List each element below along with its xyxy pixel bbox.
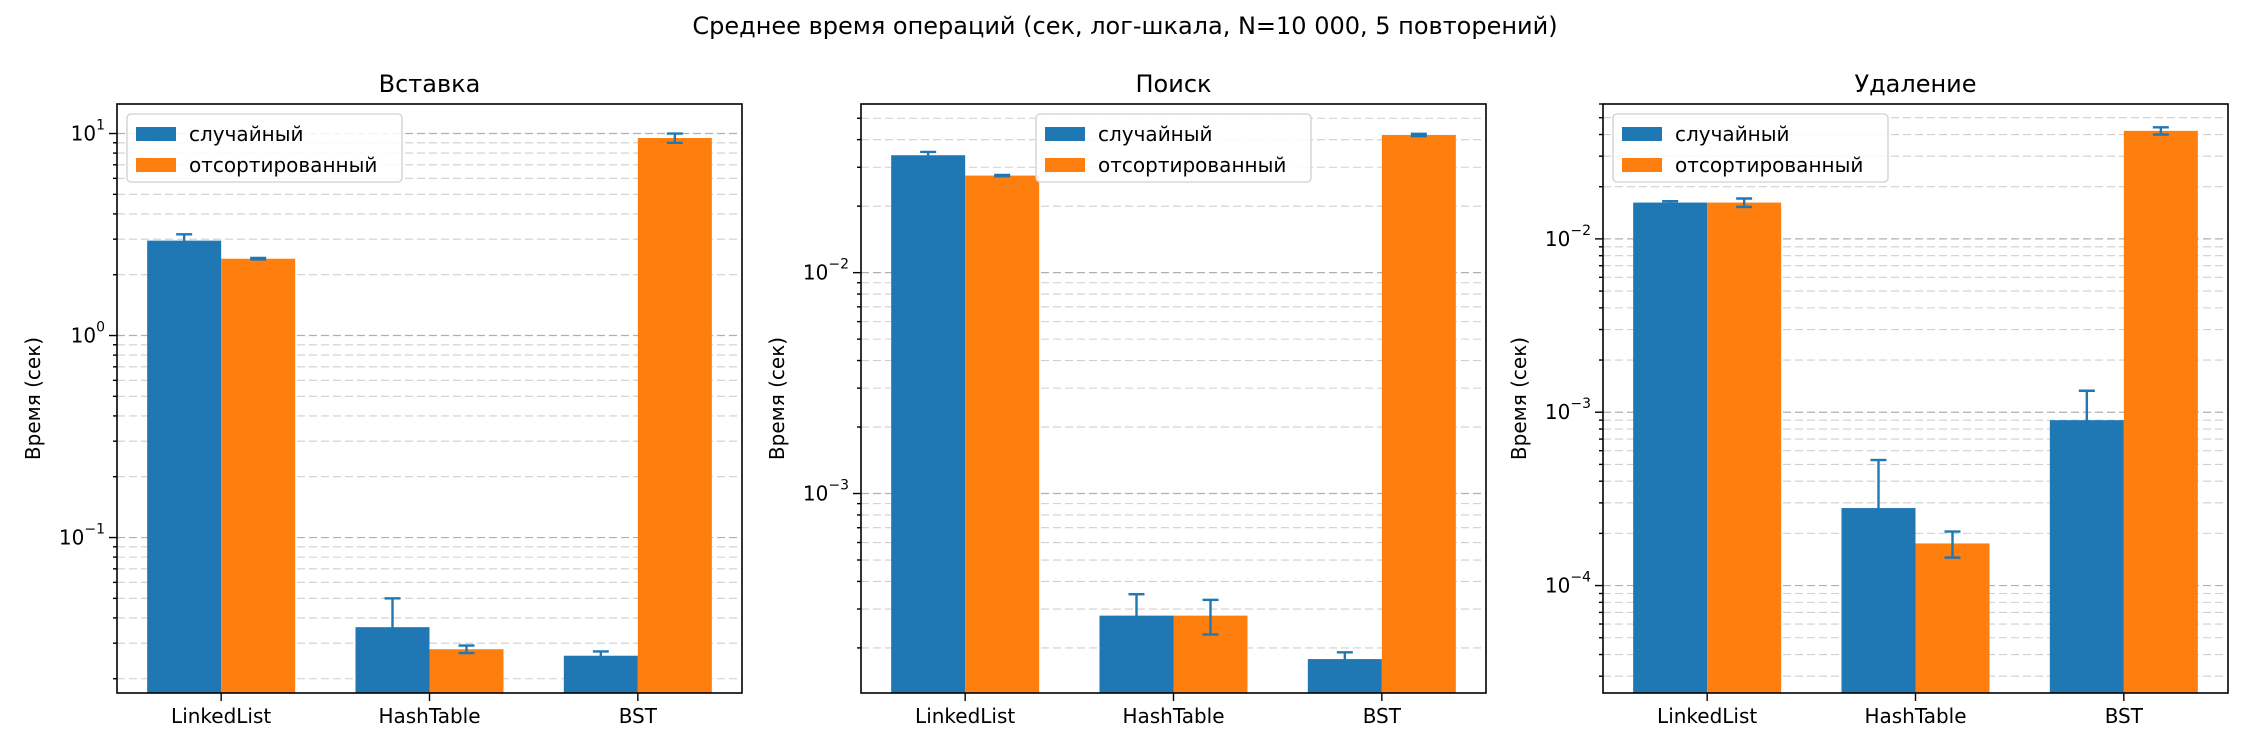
legend-swatch-sorted (1622, 158, 1662, 172)
x-tick-label-bst: BST (1363, 704, 1402, 728)
subplot-search: 10−3 10−2 LinkedList HashTable BST Поиск Время… (765, 70, 1487, 728)
y-tick-label: 10−2 (803, 257, 849, 285)
bar-linkedlist-random (147, 240, 222, 693)
error-bar (994, 173, 1011, 178)
legend-insert: случайный отсортированный (126, 113, 403, 183)
x-tick-label-bst: BST (619, 704, 658, 728)
error-bar (2078, 389, 2095, 471)
y-tick-label: 10−2 (1545, 223, 1591, 251)
y-tick-label: 100 (71, 320, 105, 348)
y-axis-label-search: Время (сек) (765, 337, 789, 460)
subplot-title-insert: Вставка (379, 70, 481, 98)
x-tick-label-linkedlist: LinkedList (1657, 704, 1757, 728)
error-bars-search (920, 132, 1427, 668)
error-bar (920, 150, 937, 160)
bar-hashtable-sorted (1915, 543, 1990, 693)
error-bar (1128, 593, 1145, 645)
error-bar (1662, 199, 1679, 206)
error-bar (250, 256, 267, 261)
bar-bst-sorted (1381, 134, 1456, 693)
y-tick-label: 10−3 (803, 478, 849, 506)
error-bar (2152, 126, 2169, 136)
legend-box (126, 113, 403, 183)
legend-label-random: случайный (189, 122, 304, 146)
error-bar (1202, 598, 1219, 636)
error-bar (592, 650, 609, 662)
y-tick-label: 10−4 (1545, 570, 1591, 598)
y-tick-label: 10−3 (1545, 396, 1591, 424)
x-tick-label-hashtable: HashTable (1122, 704, 1224, 728)
series-random-insert (147, 240, 638, 693)
error-bar (1336, 651, 1353, 668)
bar-linkedlist-sorted (221, 258, 296, 693)
error-bar (176, 233, 193, 249)
error-bar (1944, 530, 1961, 559)
series-sorted-search (965, 134, 1456, 693)
bar-linkedlist-random (1633, 202, 1708, 693)
error-bars-insert (176, 132, 683, 672)
error-bar (1410, 132, 1427, 138)
subplot-insert: 10−1 100 101 LinkedList HashTable BST Вставка В… (21, 70, 743, 728)
x-tick-label-hashtable: HashTable (1864, 704, 1966, 728)
x-tick-label-linkedlist: LinkedList (171, 704, 271, 728)
error-bar (458, 644, 475, 655)
error-bar (1870, 458, 1887, 678)
bar-linkedlist-random (891, 155, 966, 693)
legend-swatch-random (1622, 127, 1662, 141)
legend-search: случайный отсортированный (1035, 113, 1312, 183)
legend-swatch-sorted (1045, 158, 1085, 172)
series-sorted-insert (221, 138, 712, 693)
legend-box (1035, 113, 1312, 183)
x-tick-label-hashtable: HashTable (378, 704, 480, 728)
y-axis-label-insert: Время (сек) (21, 337, 45, 460)
subplot-title-search: Поиск (1135, 70, 1211, 98)
error-bar (1736, 197, 1753, 209)
error-bars-delete (1662, 126, 2169, 678)
legend-swatch-random (136, 127, 176, 141)
error-bar (666, 132, 683, 144)
bar-linkedlist-sorted (1707, 202, 1782, 693)
subplot-delete: 10−4 10−3 10−2 LinkedList HashTable BST Удален… (1507, 70, 2229, 728)
bar-bst-sorted (637, 138, 712, 693)
legend-label-sorted: отсортированный (189, 153, 377, 177)
y-axis-label-delete: Время (сек) (1507, 337, 1531, 460)
x-tick-label-linkedlist: LinkedList (915, 704, 1015, 728)
bar-bst-random (563, 655, 638, 693)
figure-suptitle: Среднее время операций (сек, лог-шкала, … (692, 12, 1557, 40)
legend-label-sorted: отсортированный (1675, 153, 1863, 177)
y-tick-label: 101 (71, 118, 105, 146)
error-bar (384, 597, 401, 672)
y-tick-label: 10−1 (59, 522, 105, 550)
series-sorted-delete (1707, 130, 2198, 693)
bar-hashtable-sorted (429, 649, 504, 693)
bar-linkedlist-sorted (965, 175, 1040, 693)
legend-swatch-sorted (136, 158, 176, 172)
legend-delete: случайный отсортированный (1612, 113, 1889, 183)
legend-box (1612, 113, 1889, 183)
x-tick-label-bst: BST (2105, 704, 2144, 728)
subplot-title-delete: Удаление (1854, 70, 1976, 98)
legend-label-random: случайный (1675, 122, 1790, 146)
legend-label-sorted: отсортированный (1098, 153, 1286, 177)
legend-label-random: случайный (1098, 122, 1213, 146)
bar-bst-sorted (2123, 130, 2198, 693)
legend-swatch-random (1045, 127, 1085, 141)
